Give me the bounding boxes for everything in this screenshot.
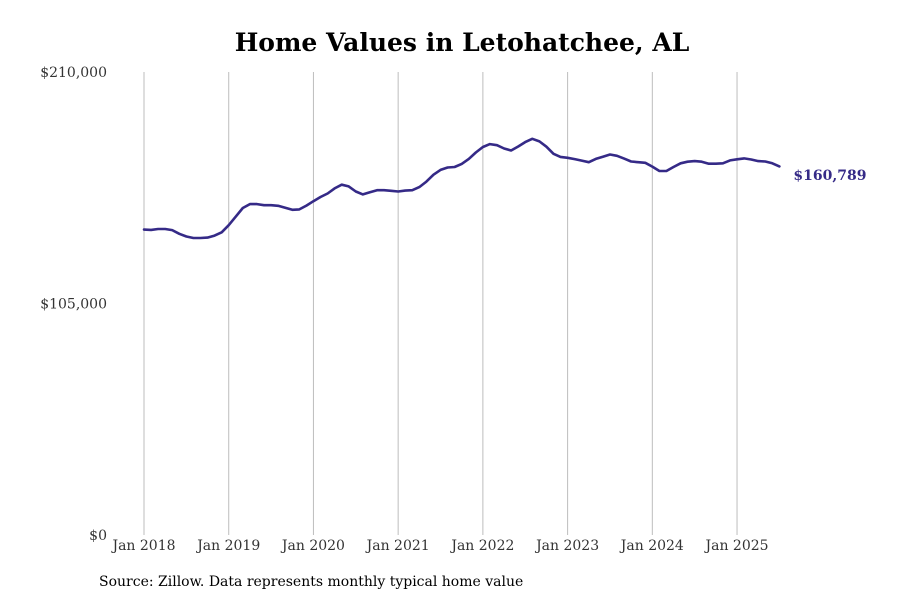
series-end-label: $160,789	[793, 168, 866, 184]
x-tick-label-2022-01: Jan 2022	[449, 538, 514, 554]
series-layer: $160,789	[142, 137, 866, 240]
series-line-0	[142, 137, 781, 240]
source-note: Source: Zillow. Data represents monthly …	[99, 574, 524, 590]
chart-title: Home Values in Letohatchee, AL	[234, 28, 690, 57]
gridlines	[143, 72, 738, 535]
x-tick-label-2024-01: Jan 2024	[619, 538, 684, 554]
x-tick-label-2023-01: Jan 2023	[534, 538, 599, 554]
x-tick-label-2019-01: Jan 2019	[195, 538, 260, 554]
x-tick-label-2018-01: Jan 2018	[110, 538, 175, 554]
y-tick-label-0: $0	[89, 528, 107, 544]
x-tick-label-2020-01: Jan 2020	[280, 538, 345, 554]
x-tick-label-2021-01: Jan 2021	[365, 538, 430, 554]
y-tick-label-210000: $210,000	[40, 65, 107, 81]
y-tick-label-105000: $105,000	[40, 297, 107, 313]
x-axis-tick-labels: Jan 2018 Jan 2019 Jan 2020 Jan 2021 Jan 2022…	[110, 538, 768, 554]
x-tick-label-2025-01: Jan 2025	[704, 538, 769, 554]
y-axis-tick-labels: $0 $105,000 $210,000	[40, 65, 107, 544]
